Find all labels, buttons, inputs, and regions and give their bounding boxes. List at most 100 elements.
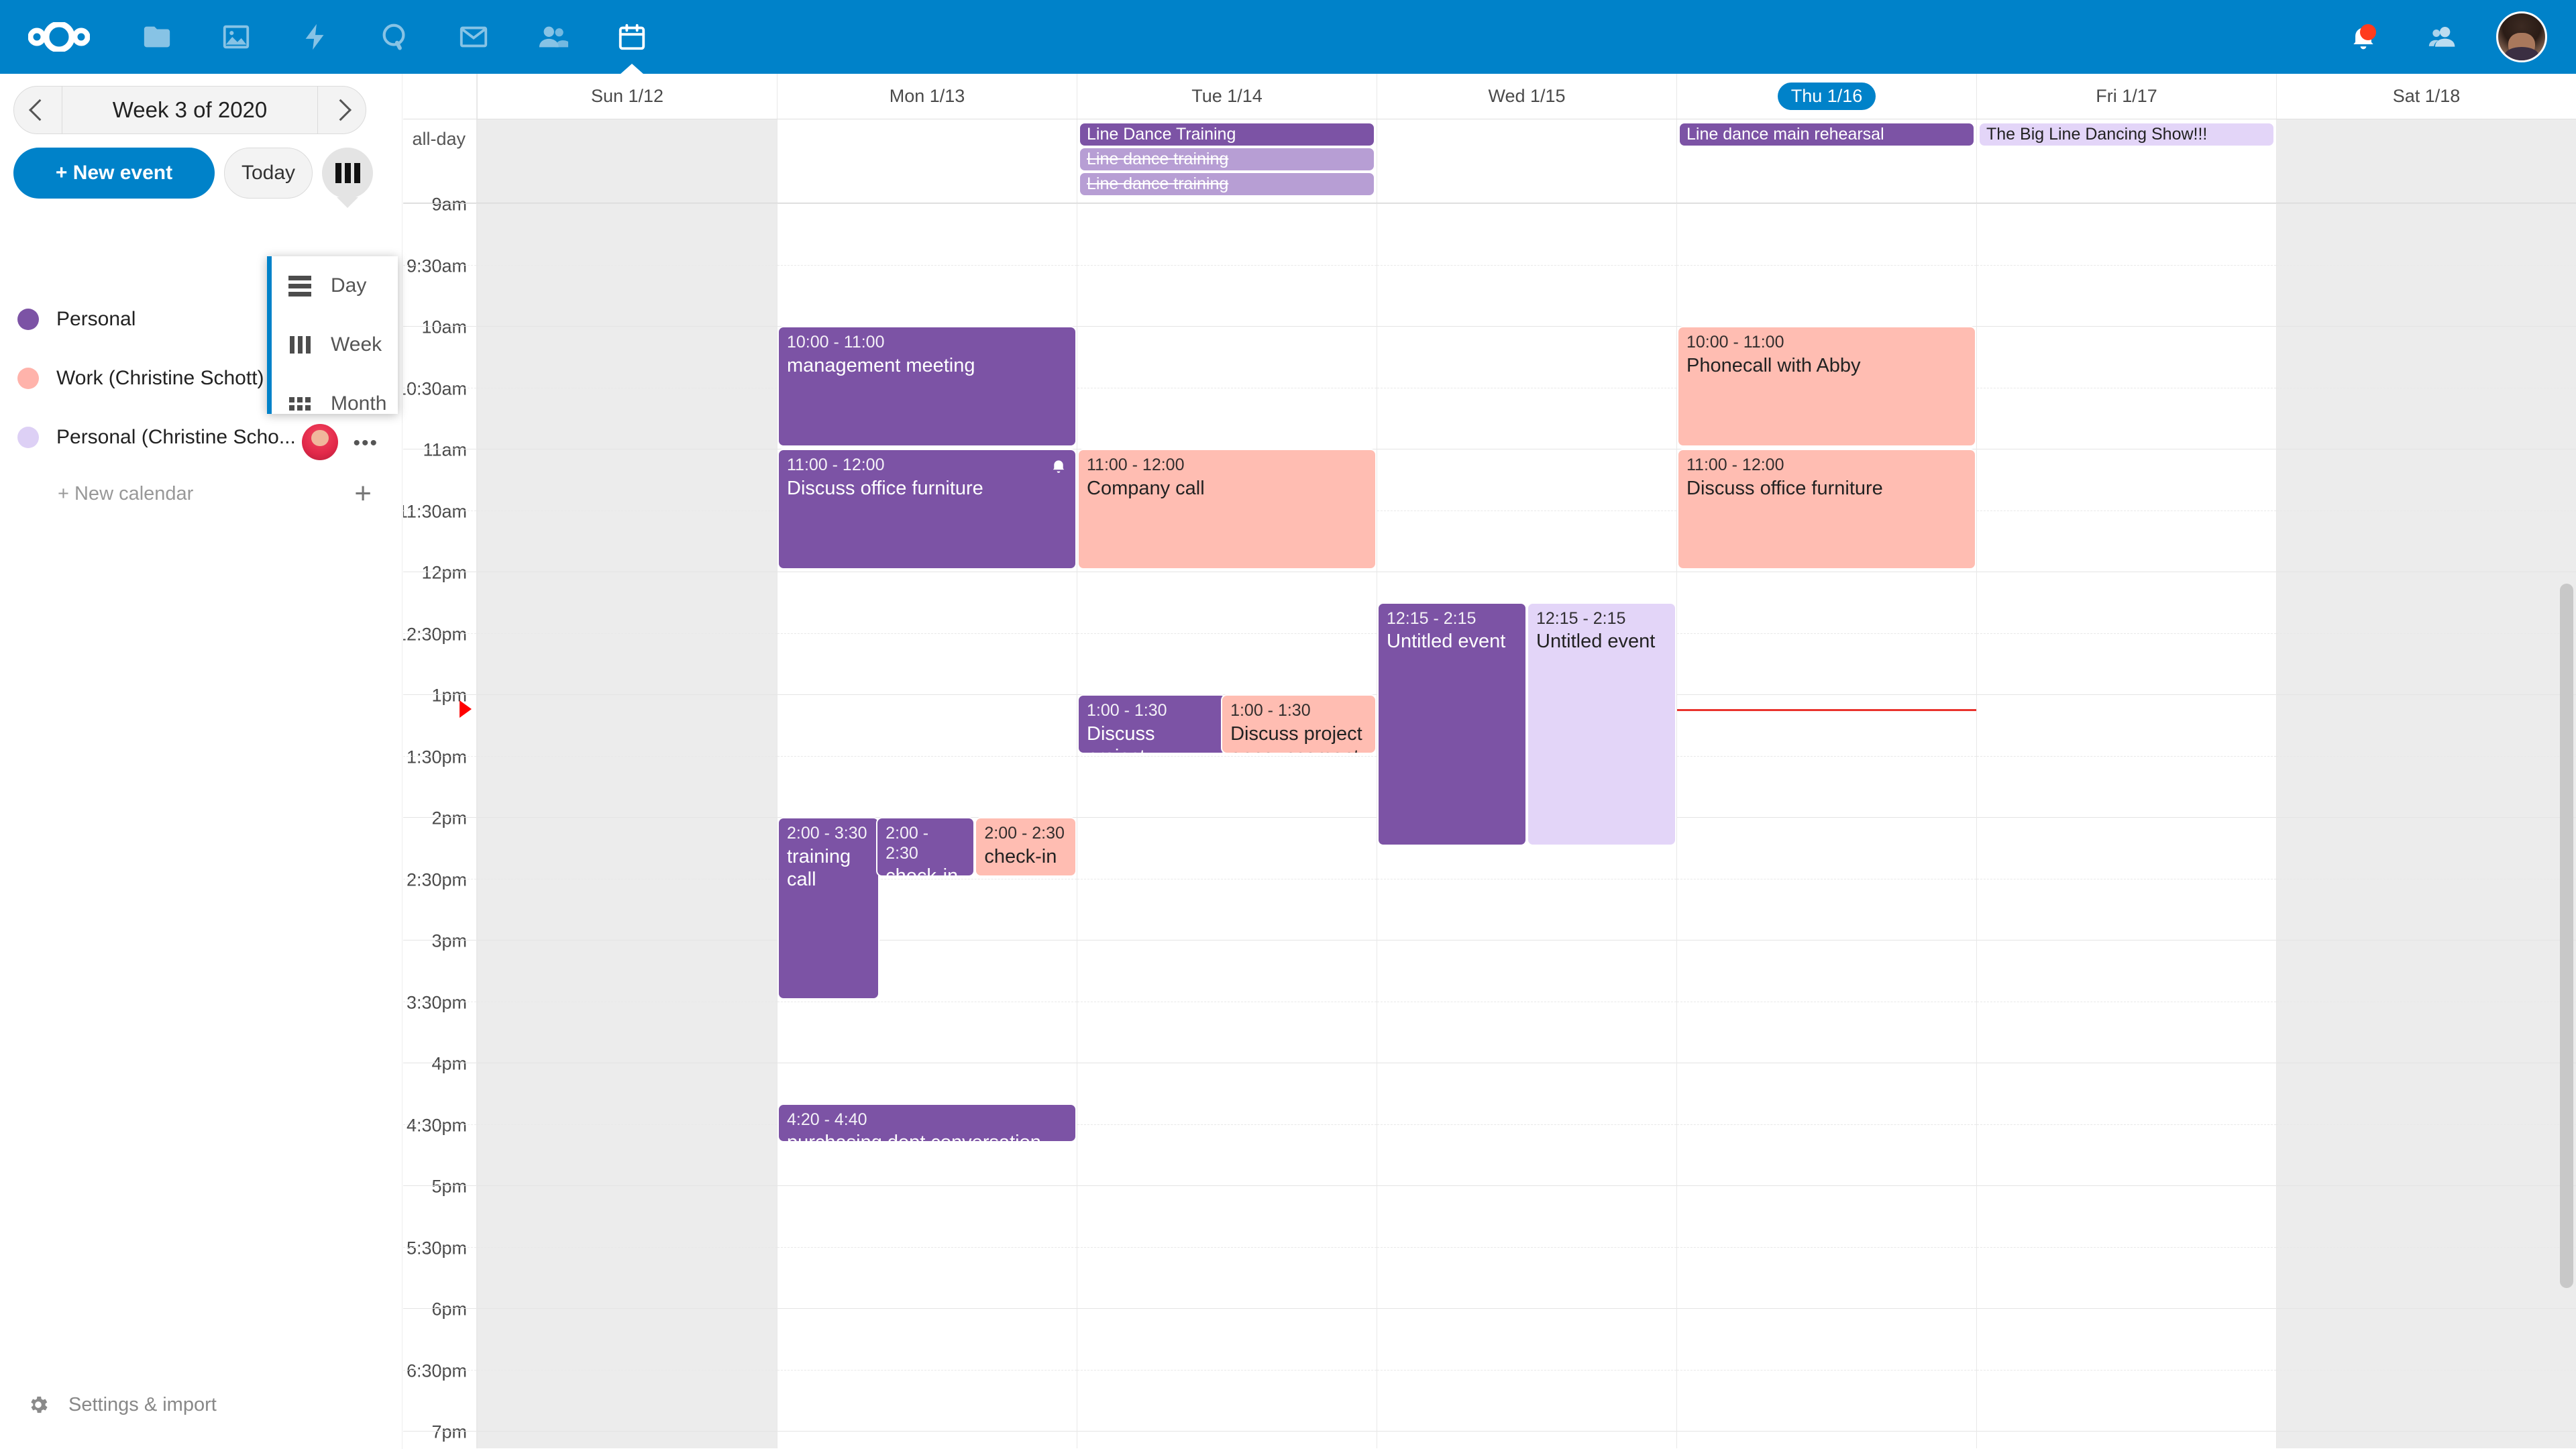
all-day-event[interactable]: Line dance main rehearsal [1680, 123, 1974, 146]
all-day-cell[interactable] [2276, 119, 2576, 203]
time-label: 7pm [431, 1421, 467, 1442]
all-day-cell[interactable] [477, 119, 777, 203]
grid-line [2277, 1308, 2576, 1309]
all-day-event[interactable]: Line Dance Training [1080, 123, 1374, 146]
calendar-event[interactable]: 12:15 - 2:15 Untitled event [1377, 602, 1527, 846]
day-header[interactable]: Fri 1/17 [1976, 74, 2276, 119]
day-column[interactable] [1976, 203, 2276, 1448]
new-event-button[interactable]: + New event [13, 148, 215, 199]
calendar-list-item[interactable]: Personal (Christine Scho... ••• [0, 408, 402, 467]
calendar-event[interactable]: 2:00 - 3:30 training call [777, 817, 879, 1000]
day-header[interactable]: Sun 1/12 [477, 74, 777, 119]
time-gridline [403, 326, 476, 327]
calendar-color-dot[interactable] [17, 427, 39, 448]
calendar-event[interactable]: 2:00 - 2:30 check-in [975, 817, 1077, 877]
event-title: Untitled event [1387, 631, 1506, 653]
plus-icon[interactable]: + [354, 477, 372, 510]
day-header[interactable]: Wed 1/15 [1377, 74, 1676, 119]
calendar-color-dot[interactable] [17, 368, 39, 389]
calendar-event[interactable]: 1:00 - 1:30 Discuss project announcement [1077, 694, 1227, 754]
all-day-cell[interactable]: Line Dance Training Line dance training Li… [1077, 119, 1377, 203]
day-header[interactable]: Mon 1/13 [777, 74, 1077, 119]
grid-line [2277, 1246, 2576, 1248]
user-avatar-button[interactable] [2482, 0, 2561, 74]
time-label: 2:30pm [406, 869, 467, 890]
grid-line [1677, 817, 1976, 818]
event-title: training call [787, 845, 851, 890]
calendar-event[interactable]: 10:00 - 11:00 Phonecall with Abby [1677, 326, 1976, 447]
calendar-list-item[interactable]: Work (Christine Schott) [0, 349, 402, 408]
grid-line [2277, 1431, 2576, 1432]
calendar-icon[interactable] [592, 0, 672, 74]
calendar-event[interactable]: 4:20 - 4:40 purchasing dept conversation [777, 1103, 1077, 1143]
all-day-cell[interactable]: Line dance main rehearsal [1676, 119, 1976, 203]
grid-line [777, 264, 1077, 266]
time-gridline [403, 755, 476, 757]
calendar-event[interactable]: 11:00 - 12:00 Discuss office furniture [777, 449, 1077, 570]
day-header[interactable]: Tue 1/14 [1077, 74, 1377, 119]
calendar-event[interactable]: 11:00 - 12:00 Discuss office furniture [1677, 449, 1976, 570]
all-day-cell[interactable] [1377, 119, 1676, 203]
grid-line [777, 1185, 1077, 1186]
vertical-scrollbar[interactable] [2560, 584, 2573, 1288]
all-day-cell[interactable]: The Big Line Dancing Show!!! [1976, 119, 2276, 203]
calendar-event[interactable]: 1:00 - 1:30 Discuss project announcement [1221, 694, 1377, 754]
grid-line [1977, 817, 2276, 818]
day-column[interactable] [477, 203, 777, 1448]
previous-week-button[interactable] [14, 87, 62, 133]
grid-line [777, 1431, 1077, 1432]
alarm-bell-icon [1050, 457, 1067, 479]
calendar-event[interactable]: 12:15 - 2:15 Untitled event [1527, 602, 1676, 846]
grid-line [1977, 326, 2276, 327]
menu-item-month[interactable]: Month [272, 374, 398, 433]
event-title: Discuss project announcement [1087, 722, 1155, 753]
files-icon[interactable] [117, 0, 197, 74]
menu-item-week[interactable]: Week [272, 315, 398, 374]
all-day-event[interactable]: Line dance training [1080, 173, 1374, 195]
grid-line [1677, 264, 1976, 266]
day-column[interactable]: 11:00 - 12:00 Company call 1:00 - 1:30 Disc… [1077, 203, 1377, 1448]
app-navigation [117, 0, 672, 74]
day-column[interactable]: 10:00 - 11:00 management meeting 11:00 - 1… [777, 203, 1077, 1448]
grid-line [1077, 203, 1377, 204]
event-time: 1:00 - 1:30 [1230, 701, 1311, 720]
mail-icon[interactable] [434, 0, 513, 74]
calendar-actions-menu[interactable]: ••• [353, 432, 378, 454]
view-switcher-button[interactable] [322, 148, 373, 199]
menu-item-day[interactable]: Day [272, 256, 398, 315]
grid-line [478, 755, 777, 757]
activity-icon[interactable] [276, 0, 355, 74]
contacts-icon[interactable] [513, 0, 592, 74]
day-header[interactable]: Sat 1/18 [2276, 74, 2576, 119]
nextcloud-logo[interactable] [0, 22, 117, 52]
view-switcher-menu: Day Week Month [267, 256, 398, 415]
today-button[interactable]: Today [224, 148, 313, 199]
contacts-menu-button[interactable] [2403, 0, 2482, 74]
new-calendar-button[interactable]: + New calendar + [0, 467, 402, 521]
calendar-event[interactable]: 2:00 - 2:30 check-in [876, 817, 975, 877]
calendar-event[interactable]: 10:00 - 11:00 management meeting [777, 326, 1077, 447]
all-day-event[interactable]: Line dance training [1080, 148, 1374, 170]
day-column[interactable]: 12:15 - 2:15 Untitled event 12:15 - 2:15 Un… [1377, 203, 1676, 1448]
day-header[interactable]: Thu 1/16 [1676, 74, 1976, 119]
next-week-button[interactable] [317, 87, 366, 133]
grid-line [1377, 1124, 1676, 1125]
grid-line [1377, 1185, 1676, 1186]
grid-line [2277, 817, 2576, 818]
grid-line [1677, 1124, 1976, 1125]
notifications-button[interactable] [2324, 0, 2403, 74]
calendar-list: Personal Work (Christine Schott) Personal … [0, 290, 402, 467]
all-day-cell[interactable] [777, 119, 1077, 203]
search-circle-icon[interactable] [355, 0, 434, 74]
calendar-color-dot[interactable] [17, 309, 39, 330]
day-column[interactable]: 10:00 - 11:00 Phonecall with Abby 11:00 - … [1676, 203, 1976, 1448]
all-day-event[interactable]: The Big Line Dancing Show!!! [1980, 123, 2273, 146]
day-column[interactable] [2276, 203, 2576, 1448]
photos-icon[interactable] [197, 0, 276, 74]
calendar-event[interactable]: 11:00 - 12:00 Company call [1077, 449, 1377, 570]
event-title: purchasing dept conversation [787, 1131, 1067, 1141]
calendar-list-item[interactable]: Personal [0, 290, 402, 349]
grid-line [2277, 633, 2576, 634]
settings-and-import-button[interactable]: Settings & import [0, 1381, 402, 1429]
grid-line [1077, 940, 1377, 941]
